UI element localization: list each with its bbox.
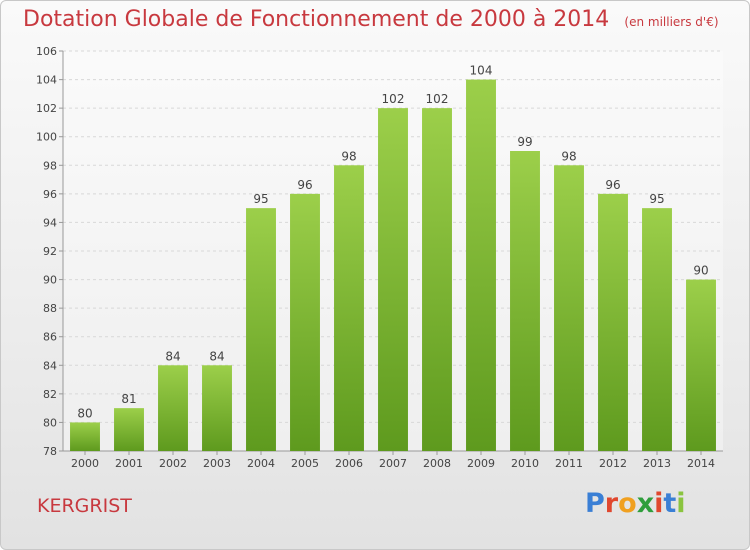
bar xyxy=(70,422,100,451)
x-tick-label: 2000 xyxy=(71,457,99,470)
logo-letter: t xyxy=(663,488,677,519)
bar xyxy=(158,365,188,451)
title-row: Dotation Globale de Fonctionnement de 20… xyxy=(23,7,719,32)
y-tick-label: 84 xyxy=(43,359,57,372)
bar-value-label: 84 xyxy=(165,349,180,363)
bar xyxy=(290,193,320,451)
y-tick-label: 106 xyxy=(36,45,57,58)
x-tick-label: 2006 xyxy=(335,457,363,470)
x-tick-label: 2009 xyxy=(467,457,495,470)
bar-value-label: 102 xyxy=(382,92,405,106)
bar-value-label: 96 xyxy=(605,178,620,192)
x-tick-label: 2014 xyxy=(687,457,715,470)
bar-value-label: 95 xyxy=(253,192,268,206)
x-tick-label: 2003 xyxy=(203,457,231,470)
bar xyxy=(642,208,672,451)
logo-letter: i xyxy=(676,488,686,519)
bar-value-label: 84 xyxy=(209,349,224,363)
logo-letter: o xyxy=(618,488,637,519)
bar xyxy=(246,208,276,451)
bar-value-label: 95 xyxy=(649,192,664,206)
bar xyxy=(598,193,628,451)
y-tick-label: 96 xyxy=(43,188,57,201)
logo-letter: i xyxy=(654,488,664,519)
bar xyxy=(554,165,584,452)
bar-value-label: 98 xyxy=(341,149,356,163)
x-tick-label: 2005 xyxy=(291,457,319,470)
x-tick-label: 2002 xyxy=(159,457,187,470)
bar-value-label: 90 xyxy=(693,264,708,278)
bar-value-label: 99 xyxy=(517,135,532,149)
y-tick-label: 94 xyxy=(43,216,57,229)
bar xyxy=(114,408,144,451)
y-tick-label: 88 xyxy=(43,302,57,315)
x-tick-label: 2001 xyxy=(115,457,143,470)
y-tick-label: 100 xyxy=(36,131,57,144)
bar xyxy=(510,151,540,451)
chart-unit: (en milliers d'€) xyxy=(624,15,719,29)
x-tick-label: 2008 xyxy=(423,457,451,470)
bar-value-label: 102 xyxy=(426,92,449,106)
y-tick-label: 78 xyxy=(43,445,57,458)
logo-letter: x xyxy=(636,488,655,519)
logo-letter: P xyxy=(585,488,605,519)
y-tick-label: 86 xyxy=(43,331,57,344)
bar-value-label: 80 xyxy=(77,406,92,420)
x-tick-label: 2004 xyxy=(247,457,275,470)
x-tick-label: 2012 xyxy=(599,457,627,470)
y-tick-label: 92 xyxy=(43,245,57,258)
y-tick-label: 82 xyxy=(43,388,57,401)
x-tick-label: 2010 xyxy=(511,457,539,470)
commune-name: KERGRIST xyxy=(37,495,132,517)
bar-value-label: 81 xyxy=(121,392,136,406)
bar-value-label: 104 xyxy=(470,64,493,78)
bar xyxy=(334,165,364,452)
bar xyxy=(686,279,716,451)
y-tick-label: 104 xyxy=(36,74,57,87)
bar-value-label: 96 xyxy=(297,178,312,192)
logo-letter: r xyxy=(604,488,619,519)
y-tick-label: 98 xyxy=(43,159,57,172)
chart-title: Dotation Globale de Fonctionnement de 20… xyxy=(23,7,610,32)
y-tick-label: 90 xyxy=(43,274,57,287)
bar xyxy=(466,79,496,452)
y-tick-label: 80 xyxy=(43,416,57,429)
bar xyxy=(378,108,408,452)
bar xyxy=(202,365,232,451)
bar-value-label: 98 xyxy=(561,149,576,163)
x-tick-label: 2011 xyxy=(555,457,583,470)
bar xyxy=(422,108,452,452)
y-tick-label: 102 xyxy=(36,102,57,115)
x-tick-label: 2013 xyxy=(643,457,671,470)
proxiti-logo[interactable]: Proxiti xyxy=(585,488,686,519)
x-tick-label: 2007 xyxy=(379,457,407,470)
